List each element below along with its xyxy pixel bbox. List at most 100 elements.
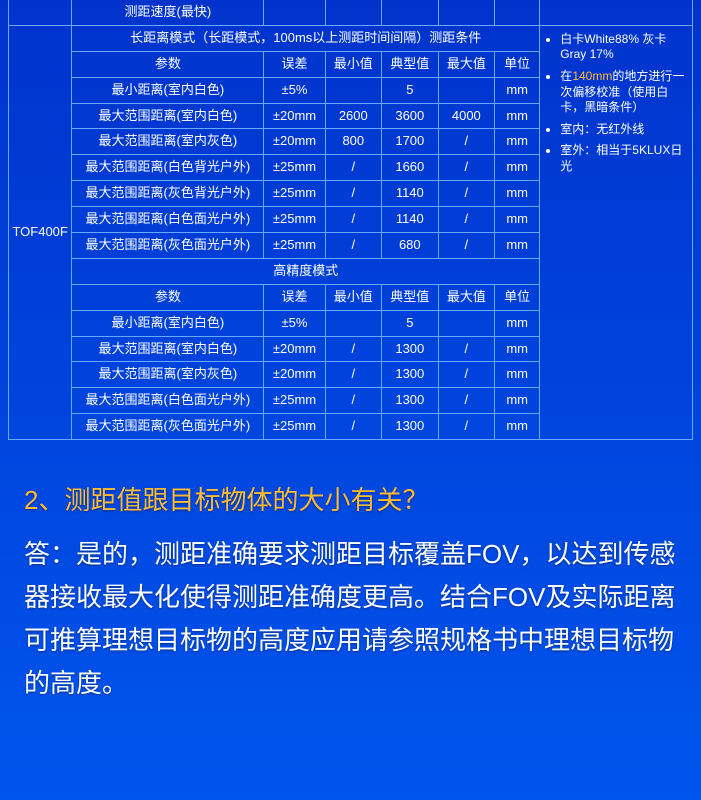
mode2-title: 高精度模式: [72, 258, 540, 284]
max-cell: /: [438, 362, 495, 388]
unit-cell: mm: [495, 336, 540, 362]
col-param: 参数: [72, 284, 264, 310]
param-cell: 最小距离(室内白色): [72, 77, 264, 103]
typ-cell: 1660: [382, 155, 439, 181]
param-cell: 最大范围距离(灰色面光户外): [72, 233, 264, 259]
err-cell: ±20mm: [264, 103, 325, 129]
min-cell: /: [325, 388, 382, 414]
col-err: 误差: [264, 51, 325, 77]
max-cell: /: [438, 388, 495, 414]
model-label: TOF400F: [9, 25, 72, 439]
unit-cell: mm: [495, 129, 540, 155]
typ-cell: 1300: [382, 336, 439, 362]
unit-cell: mm: [495, 77, 540, 103]
max-cell: 4000: [438, 103, 495, 129]
spec-table: 测距速度(最快) TOF400F 长距离模式（长距模式，100ms以上测距时间间…: [8, 0, 693, 440]
typ-cell: 1140: [382, 181, 439, 207]
min-cell: /: [325, 207, 382, 233]
notes-cell: 白卡White88% 灰卡Gray 17% 在140mm的地方进行一次偏移校准（…: [540, 25, 693, 439]
note-item: 白卡White88% 灰卡Gray 17%: [560, 32, 686, 63]
unit-cell: mm: [495, 310, 540, 336]
faq-question: 2、测距值跟目标物体的大小有关？: [24, 480, 677, 517]
note-item: 在140mm的地方进行一次偏移校准（使用白卡，黑暗条件）: [560, 69, 686, 116]
unit-cell: mm: [495, 414, 540, 440]
unit-cell: mm: [495, 362, 540, 388]
typ-cell: 1700: [382, 129, 439, 155]
mode1-title: 长距离模式（长距模式，100ms以上测距时间间隔）测距条件: [72, 25, 540, 51]
err-cell: ±25mm: [264, 414, 325, 440]
col-param: 参数: [72, 51, 264, 77]
unit-cell: mm: [495, 388, 540, 414]
col-typ: 典型值: [382, 284, 439, 310]
unit-cell: mm: [495, 103, 540, 129]
param-cell: 最大范围距离(白色背光户外): [72, 155, 264, 181]
err-cell: ±20mm: [264, 362, 325, 388]
err-cell: ±25mm: [264, 388, 325, 414]
param-cell: 最大范围距离(室内白色): [72, 336, 264, 362]
col-max: 最大值: [438, 284, 495, 310]
typ-cell: 5: [382, 77, 439, 103]
param-cell: 最大范围距离(室内白色): [72, 103, 264, 129]
param-cell: 最大范围距离(灰色面光户外): [72, 414, 264, 440]
col-unit: 单位: [495, 284, 540, 310]
col-unit: 单位: [495, 51, 540, 77]
max-cell: /: [438, 155, 495, 181]
min-cell: /: [325, 233, 382, 259]
typ-cell: 1300: [382, 362, 439, 388]
col-min: 最小值: [325, 51, 382, 77]
unit-cell: mm: [495, 207, 540, 233]
min-cell: 800: [325, 129, 382, 155]
typ-cell: 680: [382, 233, 439, 259]
param-cell: 最大范围距离(室内灰色): [72, 362, 264, 388]
max-cell: /: [438, 129, 495, 155]
unit-cell: mm: [495, 155, 540, 181]
faq-answer: 答：是的，测距准确要求测距目标覆盖FOV，以达到传感器接收最大化使得测距准确度更…: [24, 533, 677, 705]
typ-cell: 3600: [382, 103, 439, 129]
note-item: 室外：相当于5KLUX日光: [560, 143, 686, 174]
err-cell: ±5%: [264, 310, 325, 336]
max-cell: /: [438, 207, 495, 233]
param-cell: 最大范围距离(室内灰色): [72, 129, 264, 155]
max-cell: /: [438, 233, 495, 259]
typ-cell: 1300: [382, 388, 439, 414]
table-row: 测距速度(最快): [9, 0, 693, 25]
err-cell: ±20mm: [264, 129, 325, 155]
typ-cell: 5: [382, 310, 439, 336]
min-cell: /: [325, 336, 382, 362]
err-cell: ±25mm: [264, 207, 325, 233]
qa-block: 2、测距值跟目标物体的大小有关？ 答：是的，测距准确要求测距目标覆盖FOV，以达…: [0, 440, 701, 705]
max-cell: /: [438, 414, 495, 440]
err-cell: ±20mm: [264, 336, 325, 362]
col-max: 最大值: [438, 51, 495, 77]
max-cell: /: [438, 181, 495, 207]
max-cell: [438, 310, 495, 336]
err-cell: ±25mm: [264, 181, 325, 207]
param-cell: 最大范围距离(白色面光户外): [72, 207, 264, 233]
min-cell: /: [325, 181, 382, 207]
param-cell: 最大范围距离(白色面光户外): [72, 388, 264, 414]
table-row: TOF400F 长距离模式（长距模式，100ms以上测距时间间隔）测距条件 白卡…: [9, 25, 693, 51]
typ-cell: 1140: [382, 207, 439, 233]
min-cell: /: [325, 155, 382, 181]
param-cell: 最大范围距离(灰色背光户外): [72, 181, 264, 207]
answer-prefix: 答：: [24, 539, 76, 569]
max-cell: [438, 77, 495, 103]
col-typ: 典型值: [382, 51, 439, 77]
param-cell: 最小距离(室内白色): [72, 310, 264, 336]
min-cell: /: [325, 414, 382, 440]
err-cell: ±25mm: [264, 233, 325, 259]
min-cell: /: [325, 362, 382, 388]
typ-cell: 1300: [382, 414, 439, 440]
err-cell: ±25mm: [264, 155, 325, 181]
max-cell: /: [438, 336, 495, 362]
unit-cell: mm: [495, 181, 540, 207]
note-item: 室内：无红外线: [560, 122, 686, 138]
min-cell: 2600: [325, 103, 382, 129]
min-cell: [325, 77, 382, 103]
col-err: 误差: [264, 284, 325, 310]
param-cell: 测距速度(最快): [72, 0, 264, 25]
min-cell: [325, 310, 382, 336]
col-min: 最小值: [325, 284, 382, 310]
err-cell: ±5%: [264, 77, 325, 103]
spec-table-region: 测距速度(最快) TOF400F 长距离模式（长距模式，100ms以上测距时间间…: [0, 0, 701, 440]
